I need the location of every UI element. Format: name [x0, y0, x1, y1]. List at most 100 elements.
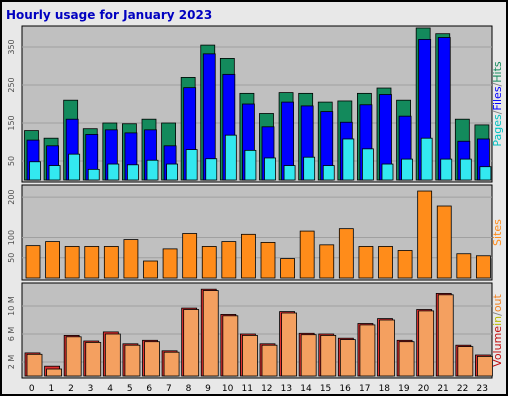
- bar-pages: [381, 163, 394, 181]
- x-tick-label: 17: [359, 384, 370, 394]
- bar-pages: [440, 158, 453, 181]
- bar-sites: [84, 246, 100, 279]
- bar-kbytes_out: [477, 355, 493, 377]
- x-tick-label: 23: [476, 384, 487, 394]
- bar-sites: [221, 241, 237, 279]
- x-tick-label: 16: [339, 384, 351, 394]
- x-tick-label: 5: [127, 384, 133, 394]
- x-tick-label: 14: [300, 384, 312, 394]
- volume-axis-label: Volumein/out: [491, 293, 504, 366]
- bar-kbytes_out: [26, 353, 43, 377]
- bar-pages: [264, 157, 276, 181]
- y-tick-label: 350: [7, 39, 16, 54]
- bar-kbytes_out: [85, 341, 102, 377]
- x-tick-label: 22: [457, 384, 468, 394]
- bar-pages: [459, 158, 472, 181]
- bar-sites: [182, 233, 198, 279]
- chart-panels: 50150250350Pages/Files/Hits50100200Sites…: [7, 25, 504, 394]
- bar-sites: [162, 248, 178, 279]
- x-tick-label: 6: [146, 384, 152, 394]
- axis-label-part: out: [491, 293, 504, 312]
- bar-sites: [280, 258, 295, 279]
- bar-sites: [143, 260, 158, 279]
- axis-label-part: Files: [491, 86, 504, 110]
- bar-sites: [201, 246, 217, 279]
- sites-panel: 50 100 200 Sites: [7, 184, 504, 281]
- bar-kbytes_out: [163, 351, 180, 377]
- y-tick-label: 50: [7, 253, 16, 263]
- bar-kbytes_out: [104, 333, 121, 377]
- x-tick-label: 8: [186, 384, 192, 394]
- bar-sites: [476, 255, 491, 279]
- axis-label-part: /: [491, 312, 504, 316]
- bar-pages: [342, 138, 355, 181]
- x-tick-label: 1: [49, 384, 55, 394]
- volume-panel: 2 M 6 M 10 M Volumein/out: [7, 282, 504, 379]
- y-tick-label: 200: [7, 189, 16, 204]
- x-tick-label: 11: [241, 384, 252, 394]
- bar-kbytes_out: [437, 294, 454, 377]
- axis-label-part: Volume: [491, 326, 504, 367]
- bar-pages: [87, 168, 100, 181]
- x-tick-label: 20: [418, 384, 430, 394]
- bar-kbytes_out: [144, 341, 160, 377]
- x-tick-label: 0: [29, 384, 35, 394]
- axis-label-part: Hits: [491, 61, 504, 83]
- bar-pages: [303, 156, 316, 181]
- bar-pages: [127, 164, 139, 181]
- x-tick-label: 10: [222, 384, 234, 394]
- bar-sites: [260, 242, 276, 279]
- bar-sites: [319, 244, 335, 279]
- bar-kbytes_out: [46, 368, 62, 377]
- x-tick-label: 9: [205, 384, 211, 394]
- bar-pages: [48, 165, 61, 181]
- x-tick-label: 2: [68, 384, 74, 394]
- bar-sites: [299, 230, 315, 279]
- bar-sites: [241, 233, 256, 279]
- y-tick-label: 250: [7, 77, 16, 92]
- bar-pages: [146, 159, 159, 181]
- bar-sites: [358, 246, 374, 279]
- bar-kbytes_out: [242, 334, 258, 377]
- chart-title: Hourly usage for January 2023: [6, 8, 212, 22]
- bar-kbytes_out: [379, 319, 395, 377]
- bar-sites: [417, 190, 433, 279]
- bar-pages: [420, 137, 433, 181]
- x-tick-label: 19: [398, 384, 410, 394]
- bar-sites: [64, 246, 80, 279]
- bar-kbytes_out: [261, 344, 278, 377]
- bar-sites: [378, 246, 393, 279]
- bar-pages: [283, 165, 296, 181]
- bar-sites: [397, 250, 413, 279]
- bar-kbytes_out: [359, 324, 376, 377]
- sites-axis-label: Sites: [491, 219, 504, 246]
- axis-label-part: /: [491, 82, 504, 86]
- x-tick-label: 18: [379, 384, 391, 394]
- bar-pages: [362, 148, 374, 181]
- bar-kbytes_out: [300, 334, 317, 377]
- bar-pages: [107, 163, 120, 181]
- bar-kbytes_out: [320, 334, 337, 377]
- bar-kbytes_out: [124, 344, 141, 377]
- y-tick-label: 150: [7, 115, 16, 130]
- y-tick-label: 50: [7, 156, 16, 166]
- y-tick-label: 10 M: [7, 296, 16, 316]
- bar-sites: [456, 253, 472, 279]
- x-tick-label: 15: [320, 384, 331, 394]
- axis-label-part: Pages: [491, 114, 504, 147]
- bar-kbytes_out: [183, 309, 200, 377]
- bar-kbytes_out: [65, 336, 82, 377]
- bar-pages: [205, 158, 218, 181]
- bar-pages: [29, 161, 41, 181]
- bar-pages: [401, 158, 413, 181]
- bar-pages: [68, 153, 81, 181]
- bar-kbytes_out: [418, 310, 435, 377]
- bar-sites: [338, 228, 354, 279]
- y-tick-label: 6 M: [7, 327, 16, 342]
- bar-sites: [25, 245, 41, 279]
- bar-pages: [166, 163, 178, 181]
- bar-pages: [479, 166, 492, 181]
- bar-files: [437, 37, 451, 181]
